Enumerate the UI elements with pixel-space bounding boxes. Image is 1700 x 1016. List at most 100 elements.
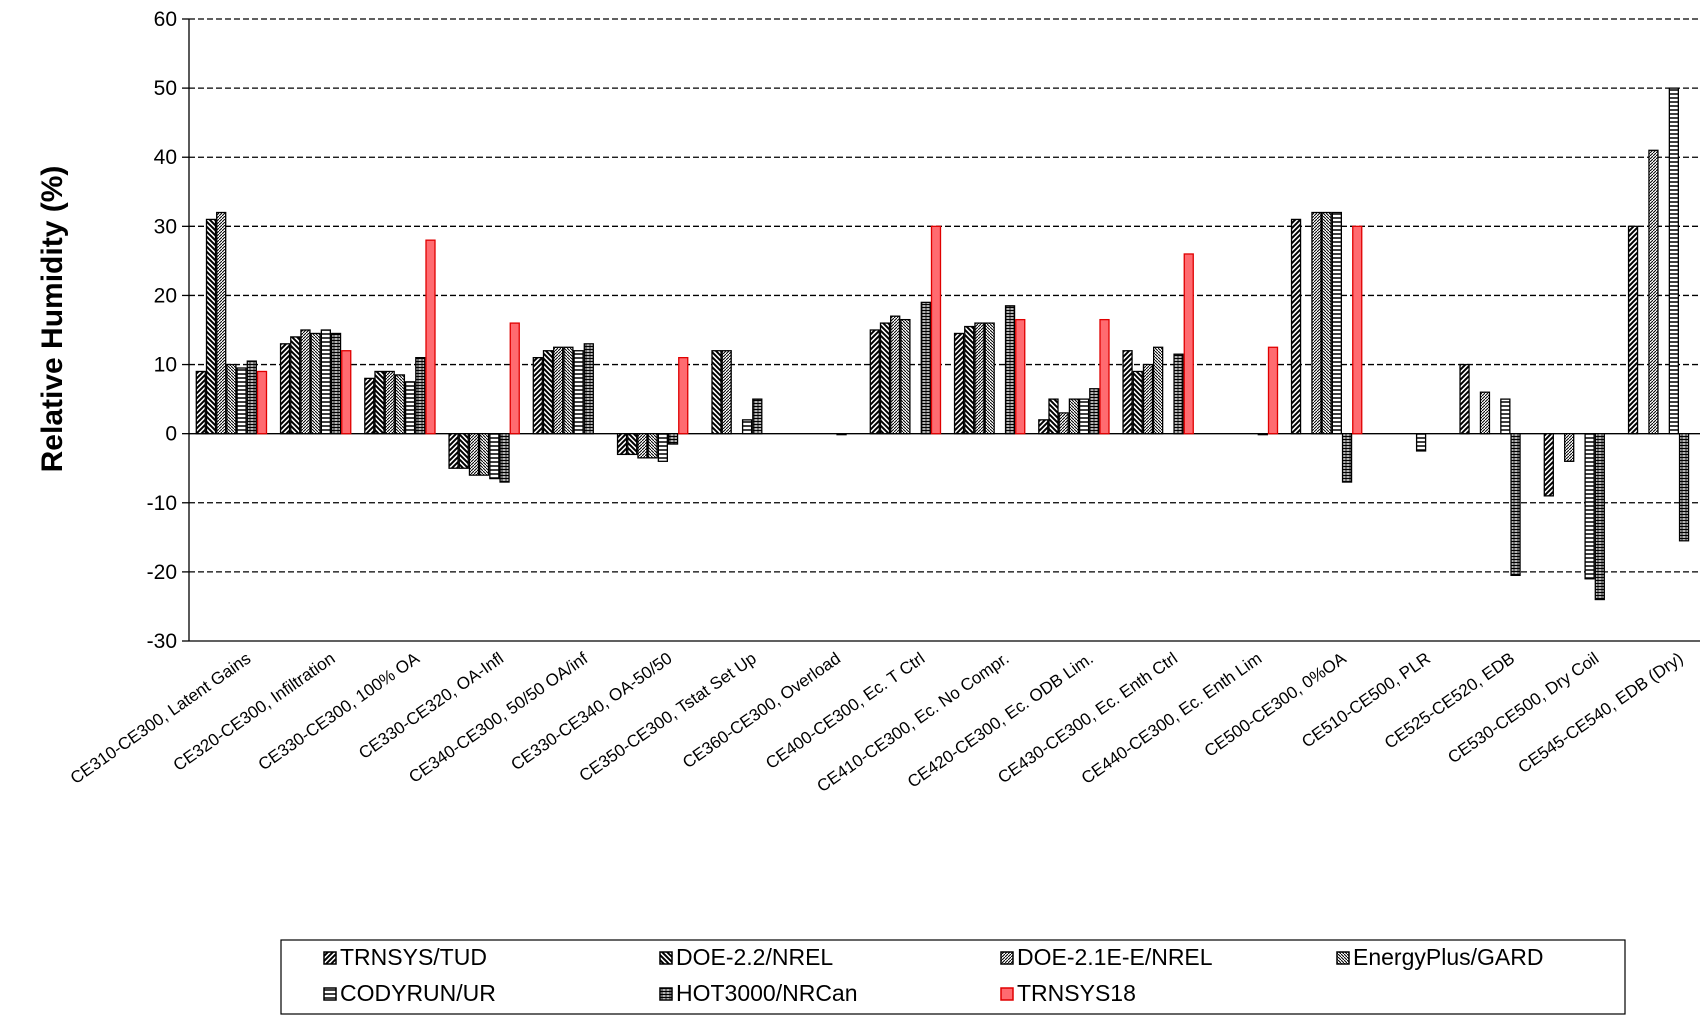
bar: [290, 336, 301, 435]
bar: [384, 370, 395, 435]
bar: [478, 433, 490, 476]
x-category-label: CE400-CE300, Ec. T Ctrl: [762, 649, 928, 773]
bar: [394, 374, 406, 435]
legend-swatch: [1336, 951, 1350, 965]
bar: [1004, 305, 1016, 435]
bar: [364, 377, 375, 435]
bar: [216, 211, 227, 435]
bar: [1142, 363, 1154, 435]
grid-lines: [189, 18, 1700, 573]
bar: [1078, 398, 1090, 435]
y-tick-label: -30: [147, 630, 177, 653]
bar: [1257, 433, 1268, 436]
bar: [647, 433, 658, 459]
bar: [1122, 350, 1133, 435]
y-tick-label: 10: [154, 354, 177, 377]
bar: [374, 370, 385, 435]
bar: [1331, 211, 1342, 435]
bar: [637, 433, 648, 459]
legend-label: DOE-2.1E-E/NREL: [1017, 944, 1213, 970]
y-tick-label: 40: [154, 146, 177, 169]
bar: [984, 322, 995, 435]
x-category-label: CE360-CE300, Overload: [679, 649, 844, 772]
legend-swatch: [659, 951, 673, 965]
legend-label: EnergyPlus/GARD: [1353, 944, 1543, 970]
bar: [1479, 391, 1491, 435]
x-category-label: CE330-CE320, OA-Infl: [355, 649, 507, 763]
bar: [499, 433, 510, 483]
legend-swatch: [323, 951, 337, 965]
x-category-label: CE330-CE340, OA-50/50: [507, 649, 675, 775]
bar: [721, 350, 732, 435]
y-tick-label: 50: [154, 77, 177, 100]
bar: [1173, 353, 1184, 435]
x-category-label: CE310-CE300, Latent Gains: [67, 649, 254, 788]
bar: [583, 343, 594, 435]
bar: [890, 315, 901, 435]
bar: [1132, 370, 1143, 435]
bar: [930, 225, 942, 435]
bar: [509, 322, 520, 435]
bar: [468, 433, 480, 476]
y-tick-label: -20: [147, 561, 177, 584]
bar: [920, 301, 931, 435]
y-axis-label: Relative Humidity (%): [36, 166, 69, 473]
bar: [205, 218, 217, 435]
bar: [1341, 433, 1353, 483]
bar: [489, 433, 500, 480]
bar: [300, 329, 311, 435]
bar: [1627, 225, 1639, 435]
legend-swatch: [659, 987, 673, 1001]
bar: [953, 332, 965, 435]
bar: [1352, 225, 1363, 435]
bar: [1564, 433, 1575, 462]
axes: [182, 18, 1700, 642]
x-category-label: CE320-CE300, Infiltration: [170, 649, 339, 775]
x-category-label: CE500-CE300, 0%OA: [1201, 648, 1350, 760]
x-category-label: CE545-CE540, EDB (Dry): [1515, 649, 1687, 777]
legend-label: DOE-2.2/NREL: [676, 944, 833, 970]
legend: TRNSYS/TUD DOE-2.2/NREL DOE-2.1E-E/NREL Ene…: [280, 939, 1626, 1015]
bar: [320, 329, 332, 435]
bar: [425, 239, 436, 435]
bar: [330, 332, 342, 435]
legend-label: TRNSYS/TUD: [340, 944, 487, 970]
bar: [1015, 318, 1026, 435]
bar: [532, 356, 543, 435]
bar: [195, 370, 206, 435]
bar: [1058, 412, 1069, 435]
bar: [256, 370, 268, 435]
bars: [195, 87, 1690, 601]
bar: [1089, 388, 1100, 435]
x-category-label: CE330-CE300, 100% OA: [255, 648, 424, 774]
legend-label: CODYRUN/UR: [340, 980, 496, 1006]
bar: [236, 367, 247, 435]
bar: [246, 360, 257, 435]
bar: [1048, 398, 1059, 435]
bar: [226, 363, 237, 435]
bar: [678, 356, 689, 435]
bar: [1290, 218, 1302, 435]
bar: [741, 419, 753, 435]
bar: [711, 350, 722, 435]
bar: [573, 350, 584, 435]
bar: [1183, 253, 1194, 435]
bar: [553, 346, 564, 435]
bar: [667, 433, 679, 445]
y-tick-label: 0: [165, 423, 177, 446]
bar: [836, 433, 847, 436]
bar: [563, 346, 574, 435]
bar: [1038, 419, 1049, 435]
legend-swatch: [1000, 951, 1014, 965]
bar: [869, 329, 880, 435]
bar: [974, 322, 985, 435]
bar: [448, 433, 459, 469]
bar: [415, 356, 426, 435]
y-tick-label: 20: [154, 284, 177, 307]
bar: [1543, 433, 1554, 497]
bar: [1500, 398, 1511, 435]
bar: [1153, 346, 1164, 435]
bar: [752, 398, 763, 435]
